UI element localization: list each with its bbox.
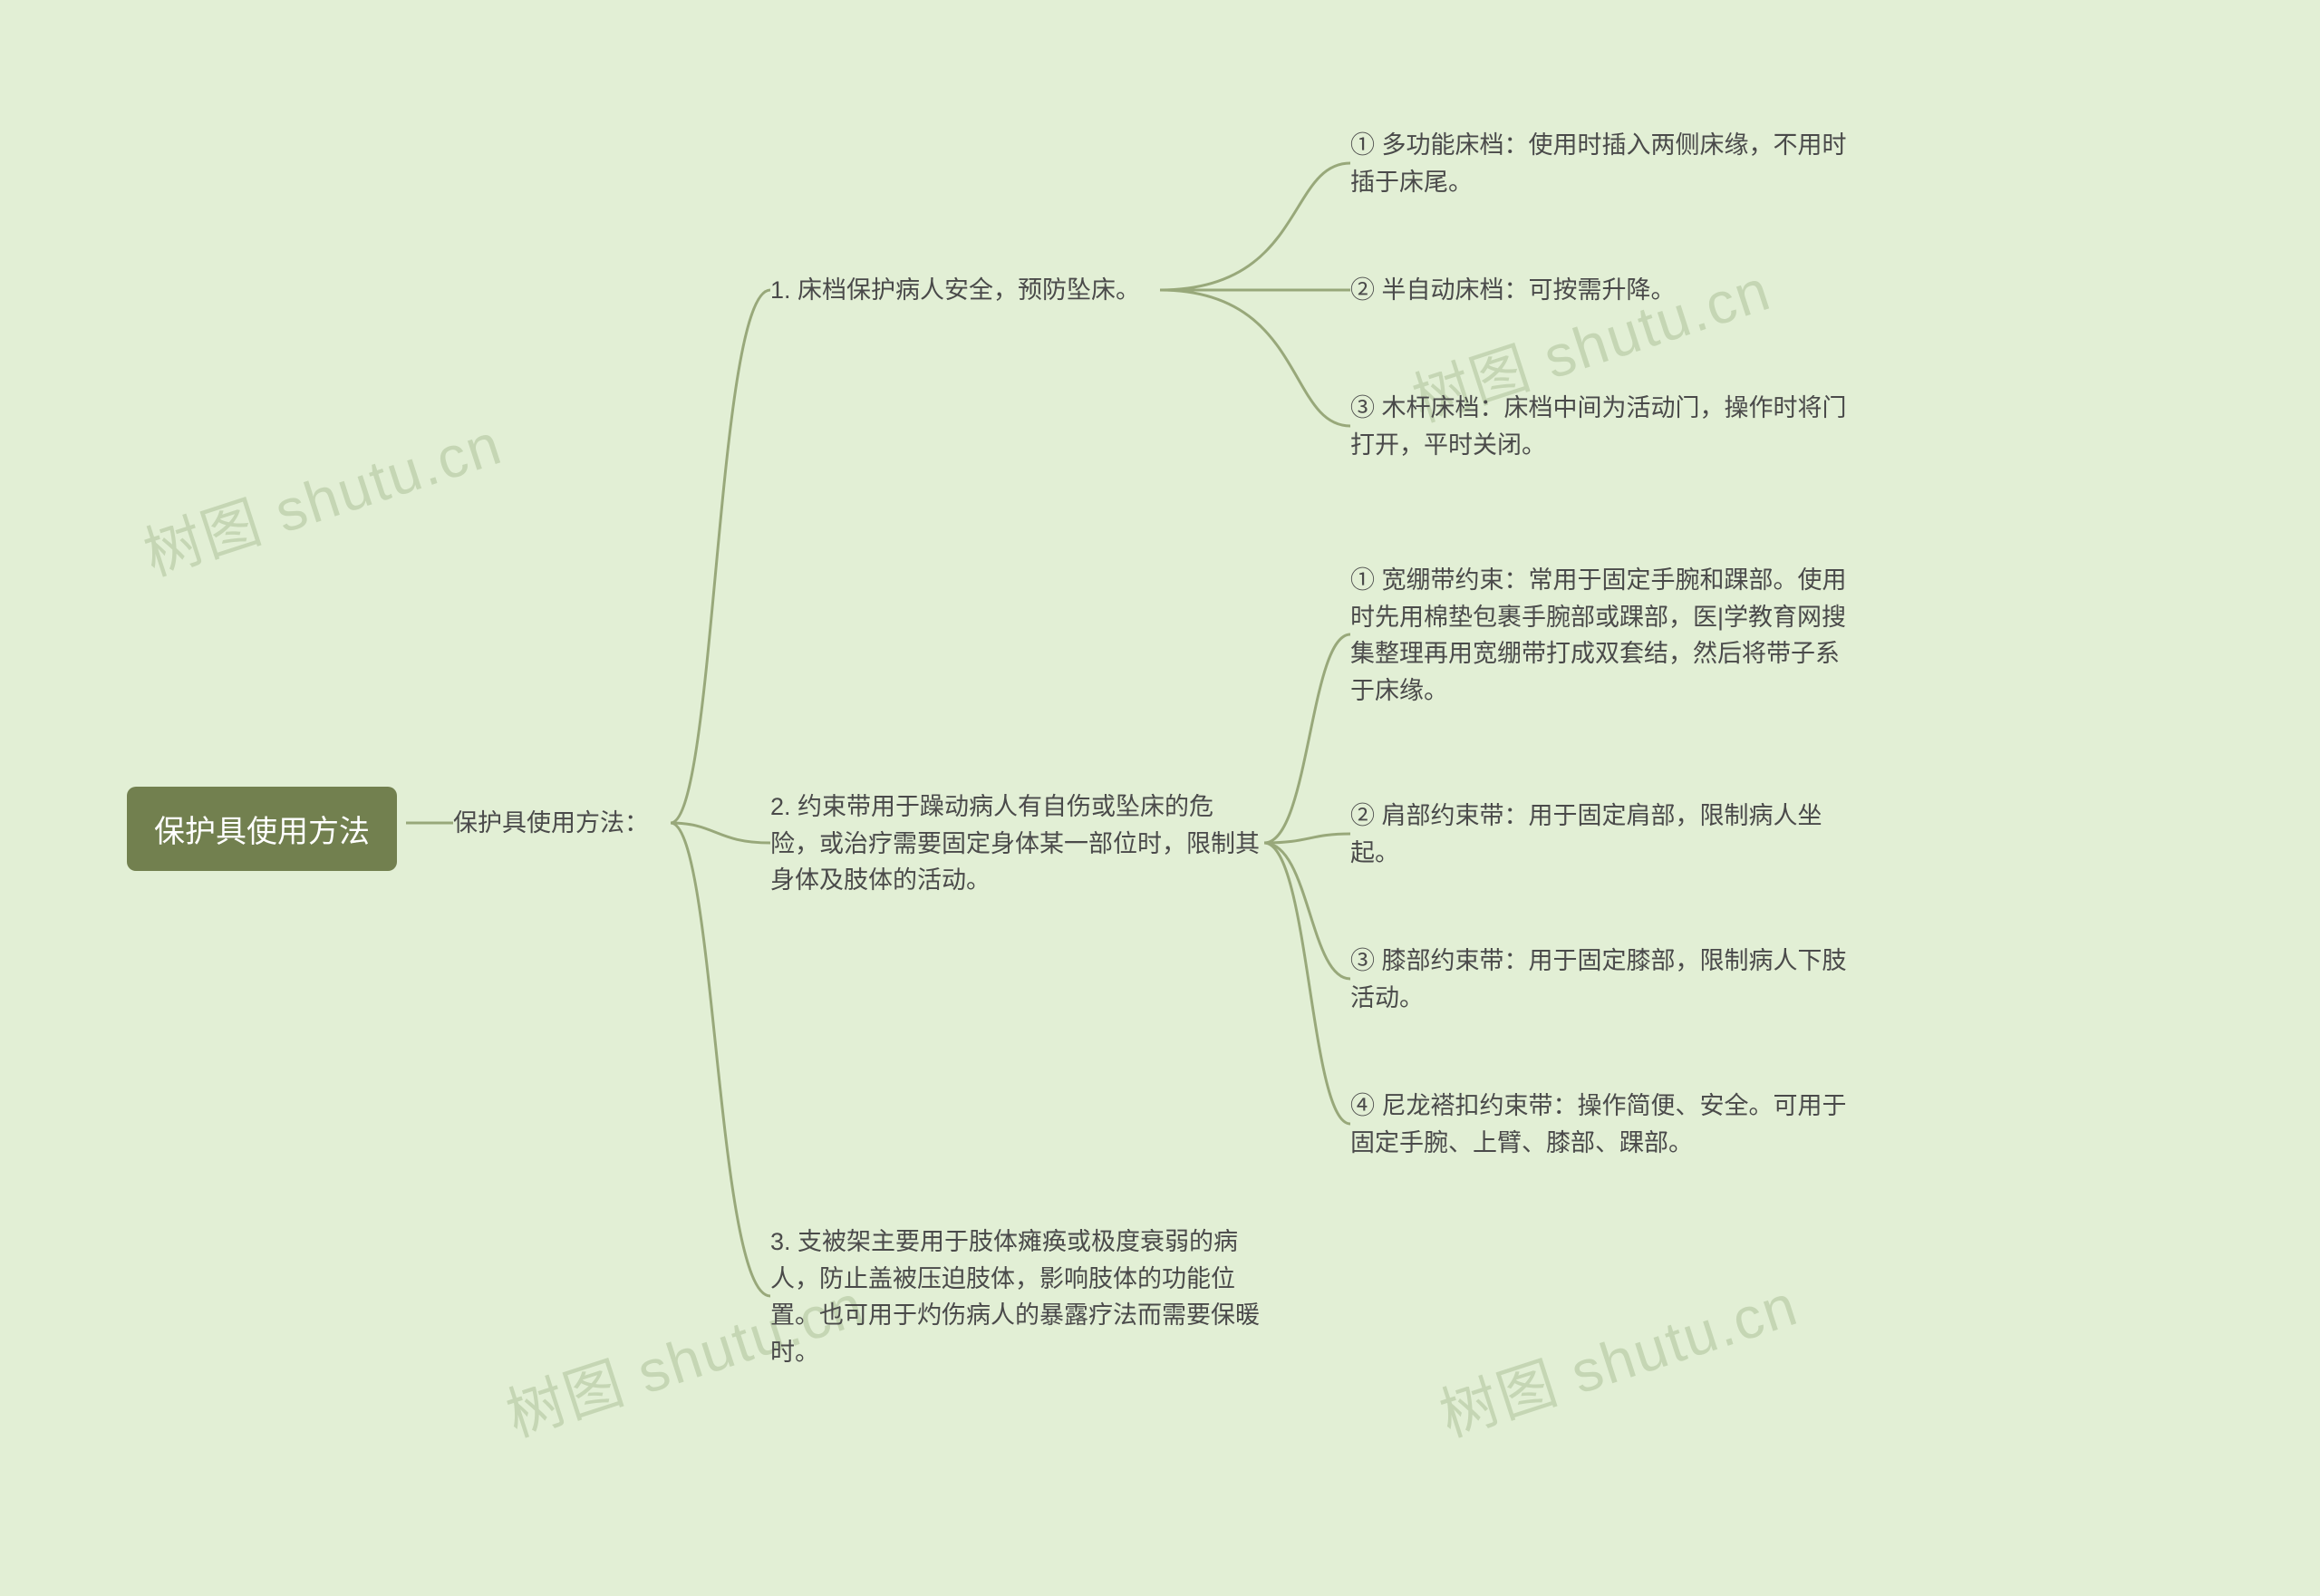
mindmap-node-level3-1-2[interactable]: ② 半自动床档：可按需升降。 bbox=[1350, 272, 1858, 309]
mindmap-node-level2-2[interactable]: 2. 约束带用于躁动病人有自伤或坠床的危险，或治疗需要固定身体某一部位时，限制其… bbox=[770, 788, 1260, 899]
mindmap-node-level3-1-1[interactable]: ① 多功能床档：使用时插入两侧床缘，不用时插于床尾。 bbox=[1350, 127, 1858, 200]
watermark: 树图 shutu.cn bbox=[132, 398, 511, 592]
mindmap-node-level3-2-1[interactable]: ① 宽绷带约束：常用于固定手腕和踝部。使用时先用棉垫包裹手腕部或踝部，医|学教育… bbox=[1350, 562, 1858, 709]
mindmap-node-level2-3[interactable]: 3. 支被架主要用于肢体瘫痪或极度衰弱的病人，防止盖被压迫肢体，影响肢体的功能位… bbox=[770, 1224, 1260, 1370]
mindmap-node-level1[interactable]: 保护具使用方法： bbox=[453, 805, 649, 842]
mindmap-root-node[interactable]: 保护具使用方法 bbox=[127, 787, 397, 871]
mindmap-node-level3-2-3[interactable]: ③ 膝部约束带：用于固定膝部，限制病人下肢活动。 bbox=[1350, 943, 1858, 1016]
watermark: 树图 shutu.cn bbox=[1428, 1259, 1807, 1453]
mindmap-node-level3-2-2[interactable]: ② 肩部约束带：用于固定肩部，限制病人坐起。 bbox=[1350, 798, 1858, 871]
mindmap-node-level3-1-3[interactable]: ③ 木杆床档：床档中间为活动门，操作时将门打开，平时关闭。 bbox=[1350, 390, 1858, 463]
mindmap-node-level2-1[interactable]: 1. 床档保护病人安全，预防坠床。 bbox=[770, 272, 1260, 309]
mindmap-node-level3-2-4[interactable]: ④ 尼龙褡扣约束带：操作简便、安全。可用于固定手腕、上臂、膝部、踝部。 bbox=[1350, 1088, 1858, 1161]
